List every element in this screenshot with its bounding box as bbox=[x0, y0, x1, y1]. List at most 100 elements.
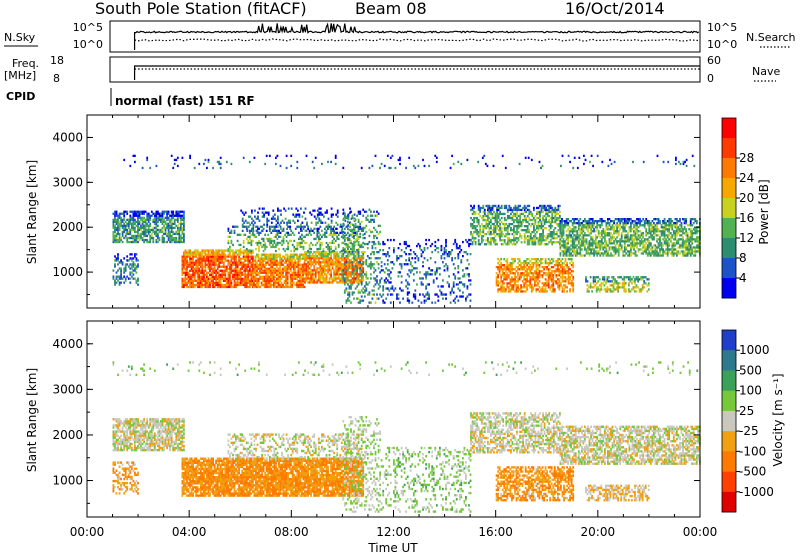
heatmap-cell bbox=[307, 227, 309, 230]
heatmap-cell bbox=[232, 253, 234, 256]
heatmap-cell bbox=[158, 218, 161, 221]
heatmap-cell bbox=[533, 218, 535, 222]
heatmap-cell bbox=[517, 208, 520, 212]
heatmap-cell bbox=[374, 301, 377, 304]
heatmap-cell bbox=[152, 212, 155, 215]
heatmap-cell bbox=[359, 244, 362, 248]
heatmap-cell bbox=[189, 275, 191, 278]
heatmap-cell bbox=[289, 275, 292, 278]
heatmap-cell bbox=[546, 262, 548, 265]
heatmap-cell bbox=[412, 267, 415, 270]
heatmap-cell bbox=[253, 235, 256, 238]
heatmap-cell bbox=[276, 269, 278, 272]
heatmap-cell bbox=[190, 253, 193, 256]
heatmap-cell bbox=[269, 273, 272, 276]
heatmap-cell bbox=[259, 277, 261, 280]
heatmap-cell bbox=[269, 269, 272, 272]
heatmap-cell bbox=[181, 271, 184, 274]
heatmap-cell bbox=[259, 265, 261, 268]
heatmap-cell bbox=[204, 283, 207, 287]
heatmap-cell bbox=[339, 257, 342, 260]
heatmap-cell bbox=[187, 271, 190, 274]
heatmap-cell bbox=[118, 220, 121, 223]
heatmap-cell bbox=[233, 231, 236, 234]
heatmap-cell bbox=[247, 263, 250, 266]
heatmap-cell bbox=[574, 240, 577, 243]
heatmap-cell bbox=[517, 214, 520, 218]
heatmap-cell bbox=[531, 212, 534, 216]
heatmap-cell bbox=[225, 255, 228, 258]
heatmap-cell bbox=[252, 271, 254, 274]
heatmap-cell bbox=[166, 232, 168, 236]
heatmap-cell bbox=[555, 274, 558, 277]
heatmap-cell bbox=[275, 243, 277, 247]
heatmap-cell bbox=[316, 233, 319, 236]
heatmap-cell bbox=[383, 279, 386, 282]
heatmap-cell bbox=[510, 227, 512, 230]
heatmap-cell bbox=[547, 282, 550, 285]
heatmap-cell bbox=[524, 280, 527, 283]
heatmap-cell bbox=[325, 253, 328, 256]
heatmap-cell bbox=[347, 236, 349, 240]
heatmap-cell bbox=[457, 265, 460, 268]
heatmap-cell bbox=[570, 236, 572, 239]
heatmap-cell bbox=[526, 204, 529, 208]
heatmap-cell bbox=[362, 245, 365, 249]
heatmap-cell bbox=[537, 222, 540, 226]
heatmap-cell bbox=[360, 229, 363, 232]
heatmap-cell bbox=[535, 260, 538, 263]
heatmap-cell bbox=[359, 257, 362, 260]
heatmap-cell bbox=[528, 231, 531, 234]
heatmap-cell bbox=[514, 231, 517, 234]
heatmap-cell bbox=[271, 283, 274, 287]
heatmap-cell bbox=[343, 231, 346, 234]
heatmap-cell bbox=[566, 272, 568, 275]
heatmap-cell bbox=[334, 265, 337, 268]
heatmap-cell bbox=[536, 237, 538, 240]
heatmap-cell bbox=[152, 236, 155, 240]
heatmap-cell bbox=[354, 243, 357, 247]
heatmap-cell bbox=[135, 210, 138, 213]
heatmap-cell bbox=[513, 225, 515, 228]
heatmap-cell bbox=[520, 288, 522, 291]
heatmap-cell bbox=[292, 269, 295, 272]
heatmap-cell bbox=[204, 281, 207, 284]
heatmap-cell bbox=[573, 230, 576, 233]
heatmap-cell bbox=[206, 277, 208, 280]
heatmap-cell bbox=[244, 211, 247, 214]
heatmap-cell bbox=[161, 222, 164, 225]
heatmap-cell bbox=[253, 263, 255, 266]
heatmap-cell bbox=[568, 234, 571, 237]
heatmap-cell bbox=[500, 243, 503, 246]
heatmap-cell bbox=[258, 231, 260, 234]
heatmap-cell bbox=[501, 282, 504, 285]
heatmap-cell bbox=[277, 255, 280, 258]
heatmap-cell bbox=[302, 239, 305, 243]
heatmap-cell bbox=[221, 271, 224, 274]
heatmap-cell bbox=[451, 289, 453, 292]
heatmap-cell bbox=[157, 216, 159, 219]
heatmap-cell bbox=[550, 258, 553, 261]
heatmap-cell bbox=[365, 224, 368, 227]
heatmap-cell bbox=[297, 275, 300, 278]
heatmap-cell bbox=[285, 231, 288, 234]
heatmap-cell bbox=[503, 206, 506, 210]
heatmap-cell bbox=[257, 277, 260, 280]
heatmap-cell bbox=[516, 206, 518, 210]
heatmap-cell bbox=[439, 289, 441, 292]
heatmap-cell bbox=[423, 295, 426, 298]
heatmap-cell bbox=[242, 251, 245, 254]
heatmap-cell bbox=[173, 226, 176, 230]
heatmap-cell bbox=[336, 271, 339, 274]
heatmap-cell bbox=[257, 257, 260, 260]
heatmap-cell bbox=[181, 210, 184, 213]
heatmap-cell bbox=[526, 278, 529, 281]
heatmap-cell bbox=[496, 233, 498, 236]
heatmap-cell bbox=[571, 218, 574, 221]
heatmap-cell bbox=[199, 261, 202, 264]
heatmap-cell bbox=[406, 244, 409, 248]
heatmap-cell bbox=[336, 255, 339, 258]
heatmap-cell bbox=[501, 264, 504, 267]
heatmap-cell bbox=[206, 285, 208, 289]
heatmap-cell bbox=[196, 261, 199, 264]
